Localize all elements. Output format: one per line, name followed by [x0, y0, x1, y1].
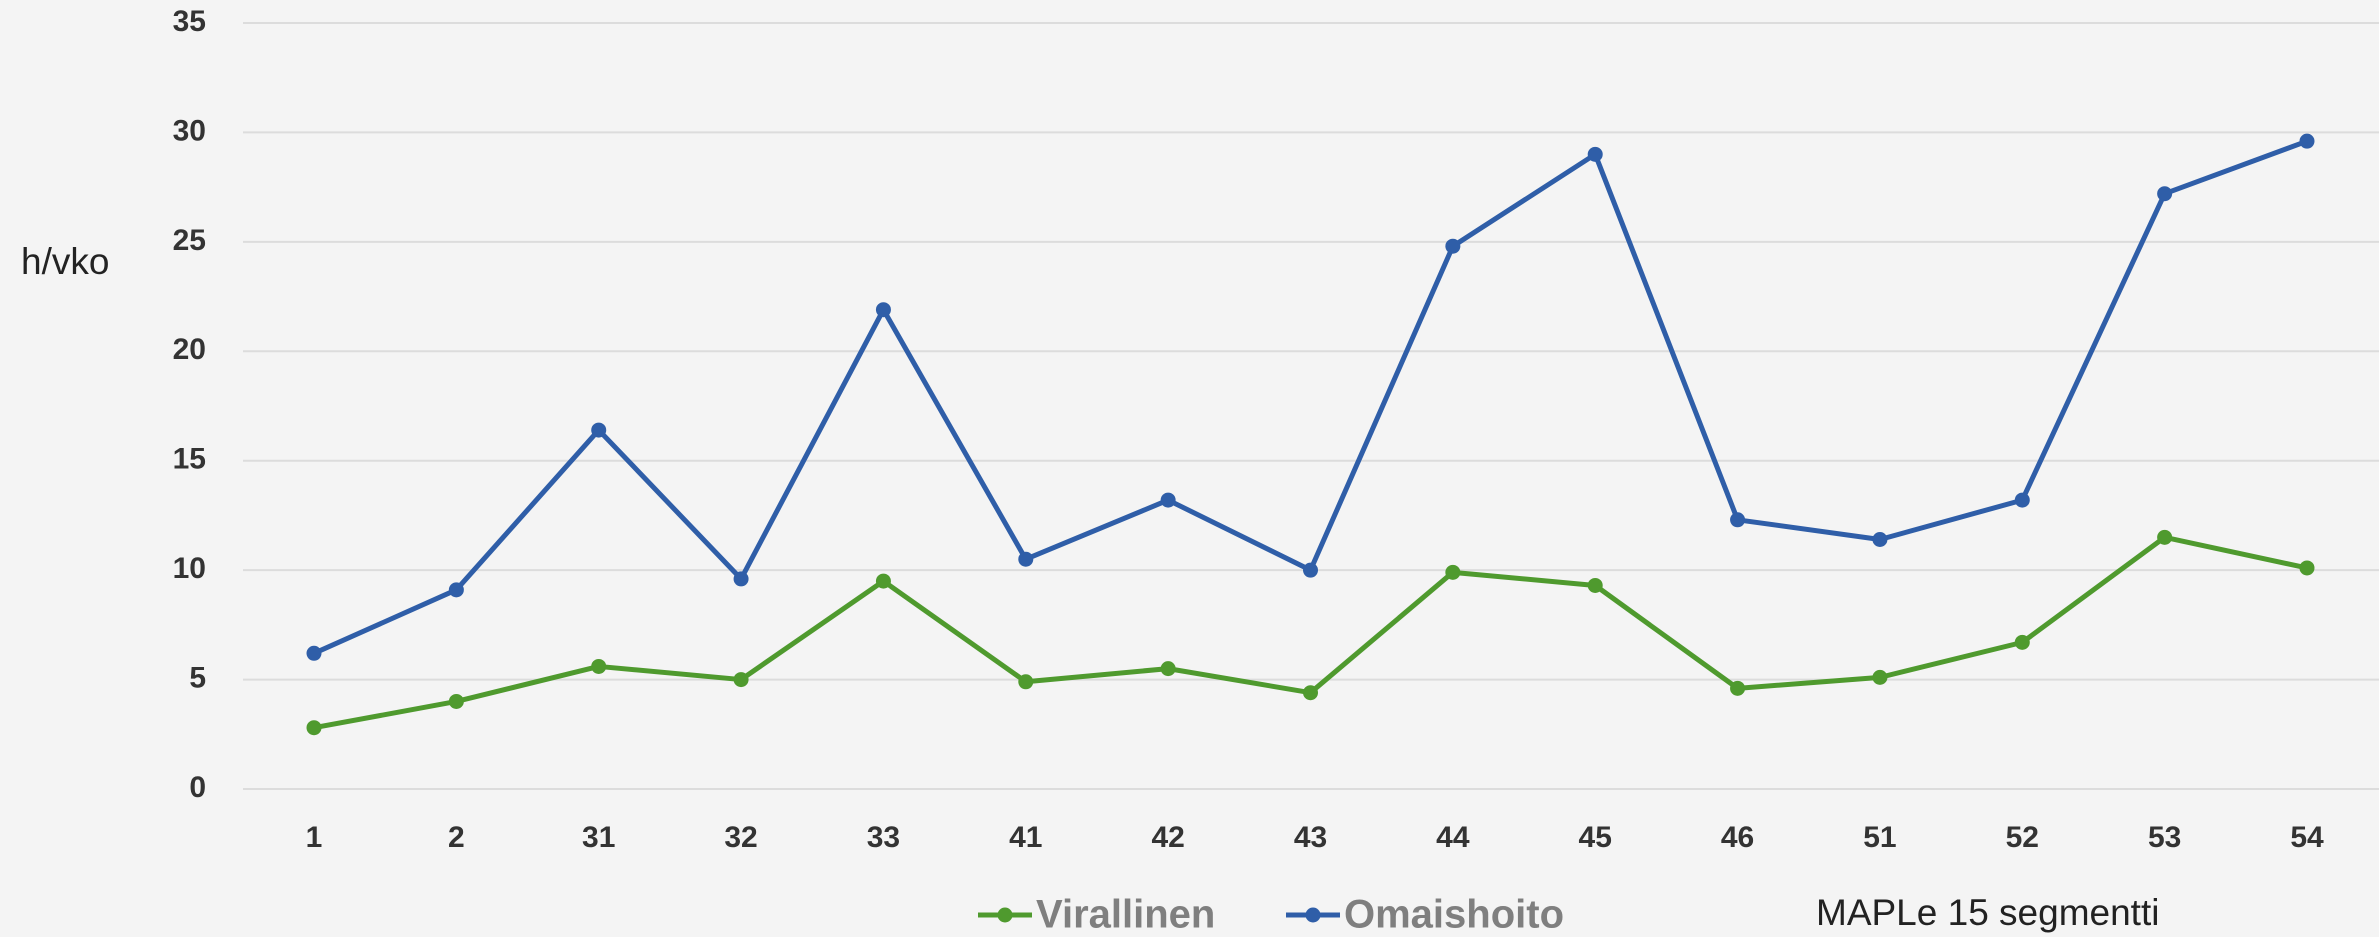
x-tick-label: 2 — [448, 821, 465, 854]
data-point — [734, 571, 749, 586]
x-axis-title: MAPLe 15 segmentti — [1816, 892, 2159, 933]
legend-marker — [998, 908, 1013, 923]
data-point — [1161, 493, 1176, 508]
x-tick-label: 31 — [582, 821, 615, 854]
data-point — [307, 720, 322, 735]
background — [0, 0, 2379, 937]
legend-label: Virallinen — [1036, 893, 1215, 937]
data-point — [1872, 670, 1887, 685]
x-tick-label: 32 — [724, 821, 757, 854]
chart: h/vko MAPLe 15 segmentti 0 5 10 15 20 25 30 35 1… — [0, 0, 2379, 937]
y-tick-label: 10 — [173, 552, 206, 585]
y-tick-label: 30 — [173, 114, 206, 147]
x-tick-label: 44 — [1436, 821, 1470, 854]
data-point — [449, 694, 464, 709]
x-tick-label: 41 — [1009, 821, 1042, 854]
data-point — [1018, 552, 1033, 567]
x-tick-label: 45 — [1579, 821, 1612, 854]
data-point — [876, 302, 891, 317]
data-point — [1445, 565, 1460, 580]
x-tick-label: 1 — [306, 821, 323, 854]
data-point — [1730, 512, 1745, 527]
y-axis-title: h/vko — [21, 241, 109, 282]
data-point — [2300, 134, 2315, 149]
data-point — [2015, 635, 2030, 650]
data-point — [449, 582, 464, 597]
y-tick-label: 35 — [173, 5, 206, 38]
page: h/vko MAPLe 15 segmentti 0 5 10 15 20 25 30 35 1… — [0, 0, 2379, 937]
data-point — [2015, 493, 2030, 508]
y-tick-label: 25 — [173, 224, 206, 257]
data-point — [2157, 530, 2172, 545]
data-point — [1872, 532, 1887, 547]
y-tick-label: 15 — [173, 443, 206, 476]
data-point — [591, 423, 606, 438]
y-tick-label: 20 — [173, 333, 206, 366]
data-point — [1018, 674, 1033, 689]
data-point — [734, 672, 749, 687]
data-point — [1588, 147, 1603, 162]
data-point — [1303, 685, 1318, 700]
data-point — [1445, 239, 1460, 254]
x-tick-label: 33 — [867, 821, 900, 854]
y-tick-label: 5 — [189, 661, 206, 694]
x-tick-label: 43 — [1294, 821, 1327, 854]
x-tick-label: 53 — [2148, 821, 2181, 854]
data-point — [2157, 186, 2172, 201]
data-point — [591, 659, 606, 674]
data-point — [876, 574, 891, 589]
data-point — [1303, 563, 1318, 578]
x-tick-label: 52 — [2006, 821, 2039, 854]
data-point — [1730, 681, 1745, 696]
x-tick-label: 42 — [1151, 821, 1184, 854]
data-point — [2300, 560, 2315, 575]
y-tick-label: 0 — [189, 771, 206, 804]
data-point — [1161, 661, 1176, 676]
x-tick-label: 51 — [1863, 821, 1896, 854]
data-point — [307, 646, 322, 661]
x-tick-label: 54 — [2290, 821, 2324, 854]
legend-marker — [1306, 908, 1321, 923]
data-point — [1588, 578, 1603, 593]
legend-label: Omaishoito — [1344, 893, 1564, 937]
x-tick-label: 46 — [1721, 821, 1754, 854]
